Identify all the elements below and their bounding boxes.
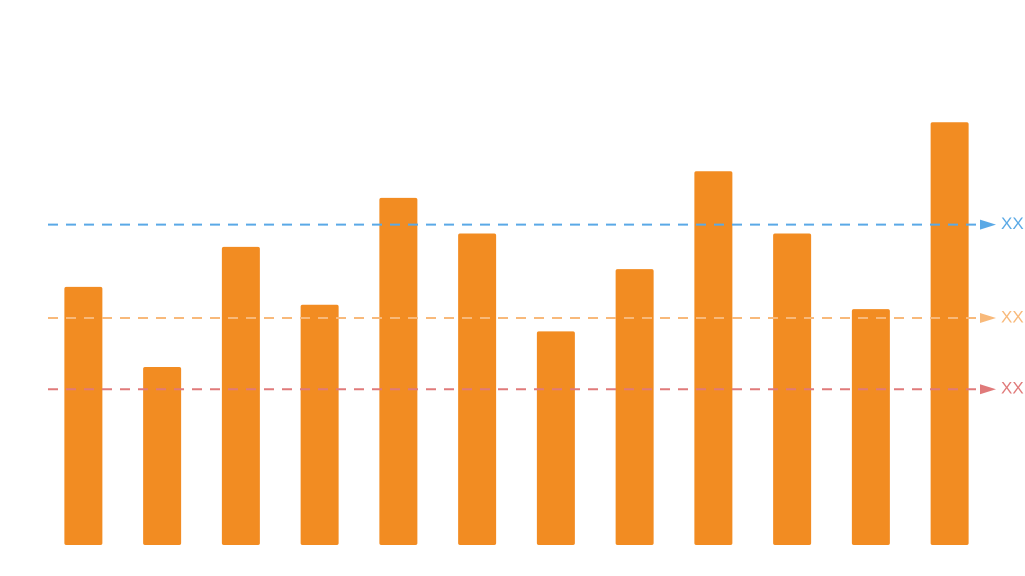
- bar: [379, 197, 418, 545]
- bar: [143, 367, 182, 545]
- reference-label: XX: [1001, 214, 1024, 233]
- reference-arrow: [980, 384, 996, 395]
- bar: [300, 304, 339, 545]
- bar: [536, 331, 575, 545]
- reference-arrow: [980, 219, 996, 230]
- bar: [930, 122, 969, 545]
- bar: [615, 269, 654, 545]
- bar: [221, 246, 260, 545]
- reference-arrow: [980, 313, 996, 324]
- bar: [64, 286, 103, 545]
- bar: [851, 309, 890, 545]
- bar: [694, 171, 733, 545]
- reference-label: XX: [1001, 379, 1024, 398]
- reference-label: XX: [1001, 308, 1024, 327]
- bar: [458, 233, 497, 545]
